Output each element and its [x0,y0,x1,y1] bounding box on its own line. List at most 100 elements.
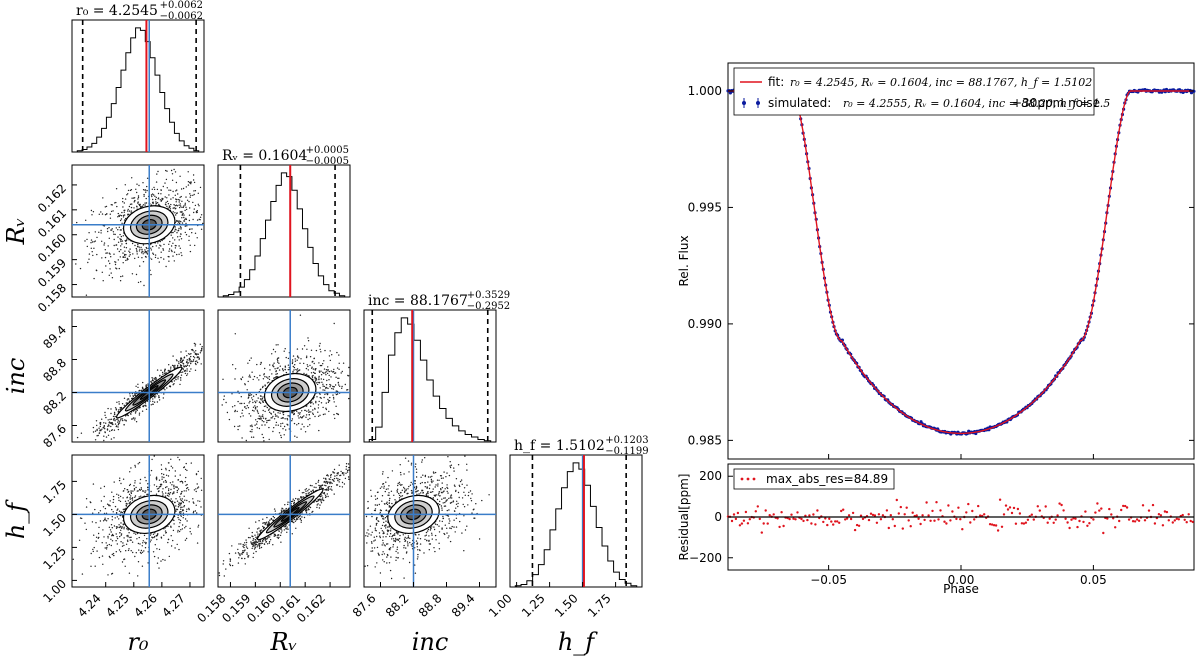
scatter-point [382,531,385,533]
scatter-point [137,383,139,385]
scatter-point [265,405,267,407]
scatter-point [138,414,141,416]
scatter-point [440,477,443,479]
scatter-point [317,415,320,417]
scatter-point [165,531,167,534]
scatter-point [271,353,273,355]
scatter-point [262,414,264,416]
scatter-point [307,340,310,342]
scatter-point [181,214,183,216]
scatter-point [455,503,458,505]
scatter-point [131,203,133,205]
scatter-point [114,505,117,508]
scatter-point [124,565,126,567]
scatter-point [439,520,441,522]
scatter-point [111,519,114,521]
scatter-point [185,490,187,492]
scatter-point [155,181,158,183]
scatter-point [258,401,261,403]
scatter-point [337,382,339,384]
scatter-point [145,256,147,258]
scatter-point [99,423,102,426]
scatter-point [388,562,391,564]
scatter-point [96,236,98,239]
scatter-point [415,486,418,488]
scatter-point [178,199,181,201]
scatter-point [280,436,282,439]
scatter-point [102,529,104,531]
scatter-point [276,358,278,360]
scatter-point [103,242,106,244]
y-tick-label: 88.8 [40,356,69,385]
scatter-point [115,527,118,529]
scatter-point [438,531,441,533]
scatter-point [245,539,247,541]
title-upper-error: +0.0005 [306,145,349,156]
scatter-point [150,247,152,249]
scatter-point [449,461,451,463]
scatter-point [93,241,95,243]
scatter-point [165,467,167,470]
scatter-point [304,489,306,491]
scatter-point [126,399,128,401]
scatter-point [125,247,128,249]
scatter-point [194,343,197,345]
scatter-point [269,369,271,371]
scatter-point [345,463,348,465]
scatter-point [221,404,223,406]
scatter-point [180,188,183,190]
scatter-point [142,542,144,544]
scatter-point [336,472,338,475]
scatter-point [155,196,157,199]
scatter-point [128,532,130,534]
scatter-point [109,500,111,502]
scatter-point [303,415,305,417]
scatter-point [179,504,182,506]
scatter-point [310,405,312,407]
scatter-point [174,230,176,232]
scatter-point [141,248,143,251]
scatter-point [455,526,458,528]
scatter-point [180,357,182,359]
scatter-point [115,418,117,421]
scatter-point [324,389,326,391]
scatter-point [178,245,180,247]
scatter-point [238,543,240,545]
scatter-point [307,425,309,428]
scatter-point [252,545,254,548]
scatter-point [110,544,113,547]
scatter-point [301,496,303,498]
scatter-point [164,530,167,532]
scatter-point [223,395,225,397]
scatter-point [312,412,314,414]
scatter-point [197,203,199,205]
scatter-point [105,265,107,267]
scatter-point [320,502,323,504]
scatter-point [302,416,304,418]
scatter-point [135,411,137,413]
scatter-point [257,397,259,399]
scatter-point [299,412,301,414]
scatter-point [139,205,142,207]
scatter-point [188,219,191,222]
scatter-point [199,500,201,502]
scatter-point [98,213,101,215]
scatter-point [266,543,269,545]
scatter-point [432,480,434,482]
scatter-point [113,525,116,527]
scatter-point [108,227,110,229]
scatter-point [374,495,376,497]
scatter-point [256,531,258,533]
scatter-point [134,417,136,419]
scatter-point [371,515,373,518]
scatter-point [170,366,172,368]
scatter-point [174,226,176,228]
scatter-point [143,490,145,492]
scatter-point [191,232,193,234]
scatter-point [119,280,122,282]
scatter-point [120,482,122,485]
scatter-point [194,204,197,207]
scatter-point [111,535,113,537]
scatter-point [102,427,104,429]
scatter-point [142,244,145,246]
